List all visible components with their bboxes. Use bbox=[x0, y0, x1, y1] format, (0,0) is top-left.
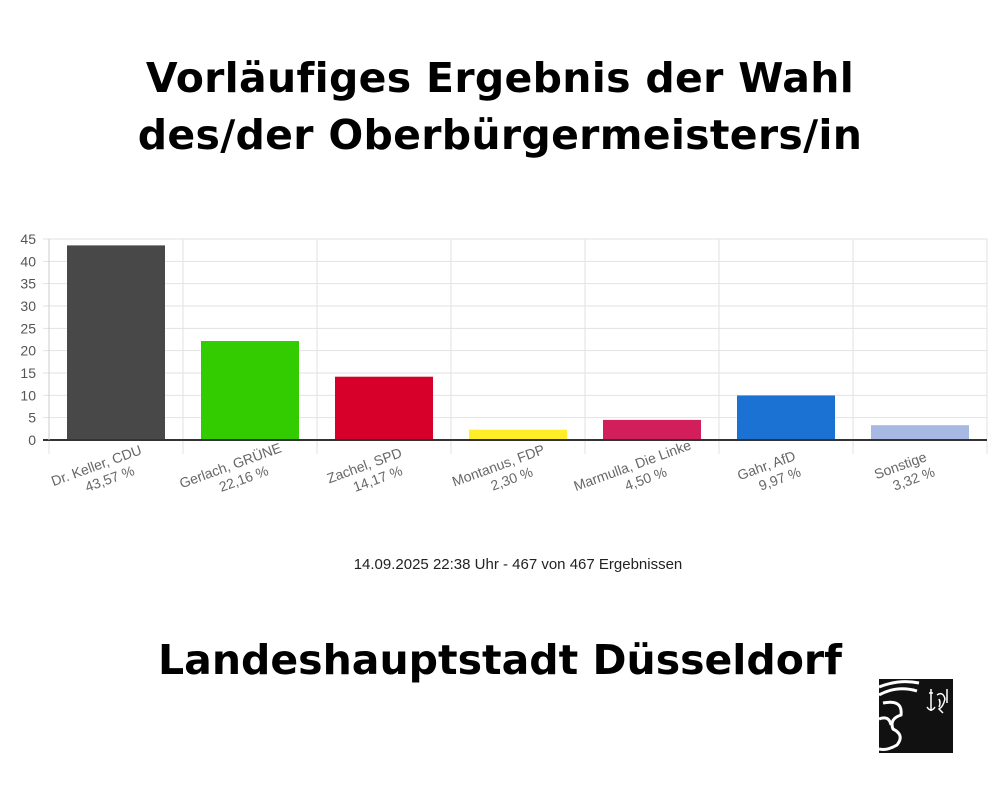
x-tick-label: Gerlach, GRÜNE22,16 % bbox=[177, 438, 290, 507]
y-tick-label: 20 bbox=[20, 343, 36, 359]
y-tick-label: 15 bbox=[20, 365, 36, 381]
y-tick-label: 0 bbox=[28, 432, 36, 448]
x-tick-label: Marmulla, Die Linke4,50 % bbox=[571, 437, 699, 510]
y-tick-label: 10 bbox=[20, 387, 36, 403]
chart-note: 14.09.2025 22:38 Uhr - 467 von 467 Ergeb… bbox=[353, 556, 683, 573]
bar-3 bbox=[335, 376, 433, 440]
x-tick-label: Gahr, AfD9,97 % bbox=[735, 447, 803, 499]
y-tick-label: 5 bbox=[28, 410, 36, 426]
x-tick-label: Dr. Keller, CDU43,57 % bbox=[49, 442, 149, 505]
y-tick-label: 30 bbox=[20, 298, 36, 314]
bar-7 bbox=[871, 425, 969, 440]
page-title: Vorläufiges Ergebnis der Wahl des/der Ob… bbox=[0, 50, 1000, 164]
bar-5 bbox=[603, 419, 701, 440]
bar-6 bbox=[737, 395, 835, 440]
y-tick-label: 40 bbox=[20, 253, 36, 269]
title-line-1: Vorläufiges Ergebnis der Wahl bbox=[145, 54, 855, 102]
x-tick-label: Zachel, SPD14,17 % bbox=[325, 444, 410, 502]
y-tick-label: 25 bbox=[20, 320, 36, 336]
bar-2 bbox=[201, 341, 299, 440]
bar-4 bbox=[469, 429, 567, 440]
x-tick-label: Sonstige3,32 % bbox=[872, 448, 937, 499]
title-line-2: des/der Oberbürgermeisters/in bbox=[137, 111, 863, 159]
city-name: Landeshauptstadt Düsseldorf bbox=[158, 636, 842, 684]
y-tick-label: 45 bbox=[20, 231, 36, 247]
city-logo bbox=[879, 679, 953, 753]
bar-chart: 0 5 10 15 20 25 30 35 40 45 Dr. Keller, CDU43,57 %… bbox=[20, 231, 988, 510]
y-tick-label: 35 bbox=[20, 276, 36, 292]
bar-1 bbox=[67, 245, 165, 440]
x-tick-label: Montanus, FDP2,30 % bbox=[450, 441, 553, 505]
